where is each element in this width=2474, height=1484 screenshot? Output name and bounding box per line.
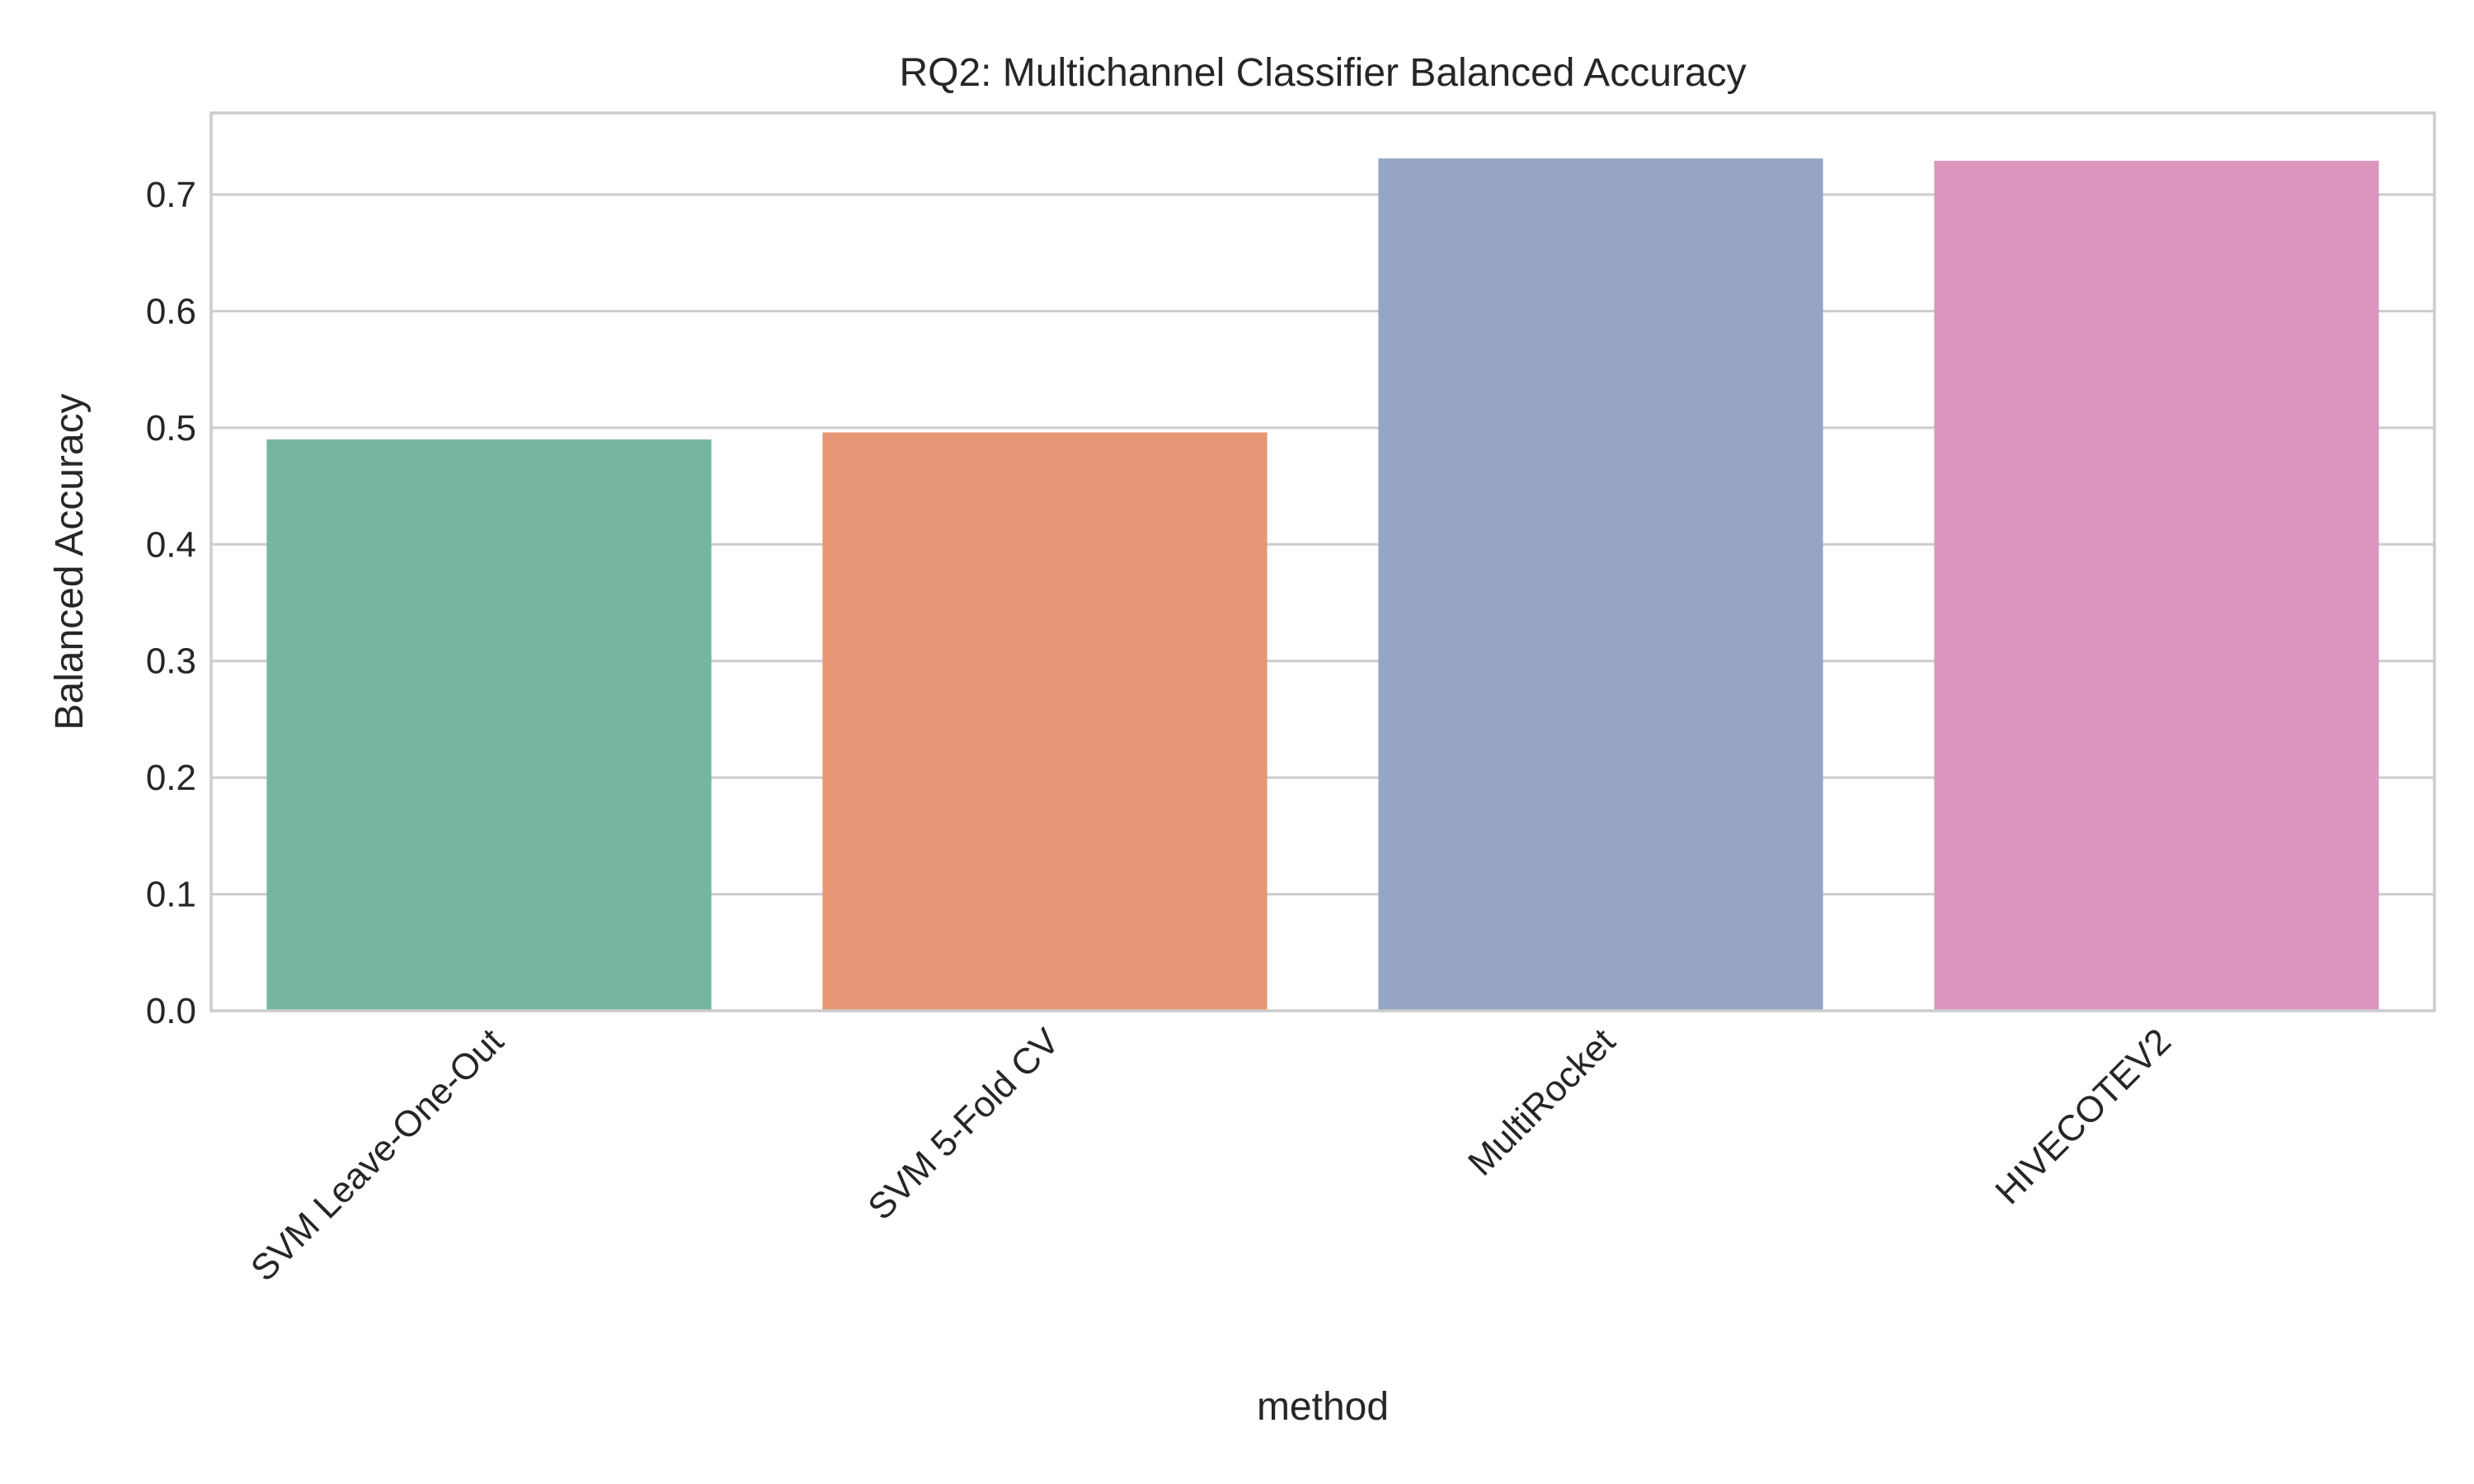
y-tick-label: 0.7 [146, 175, 196, 215]
y-tick-label: 0.4 [146, 524, 196, 565]
bars [266, 158, 2379, 1012]
bar-svm-leave-one-out [266, 439, 712, 1011]
y-tick-label: 0.6 [146, 291, 196, 331]
y-tick-label: 0.3 [146, 641, 196, 682]
x-axis-label: method [1257, 1385, 1389, 1429]
bar-svm-5-fold-cv [822, 432, 1268, 1011]
y-tick-label: 0.5 [146, 408, 196, 448]
plot-frame [209, 111, 2436, 1012]
y-axis-label: Balanced Accuracy [48, 393, 92, 730]
y-tick-labels: 0.0 0.1 0.2 0.3 0.4 0.5 0.6 0.7 [146, 175, 196, 1031]
y-tick-label: 0.2 [146, 758, 196, 798]
bar-hivecotev2 [1934, 160, 2379, 1011]
y-tick-label: 0.1 [146, 875, 196, 915]
bar-multirocket [1378, 158, 1823, 1012]
chart-title: RQ2: Multichannel Classifier Balanced Ac… [899, 51, 1746, 95]
y-tick-label: 0.0 [146, 991, 196, 1031]
